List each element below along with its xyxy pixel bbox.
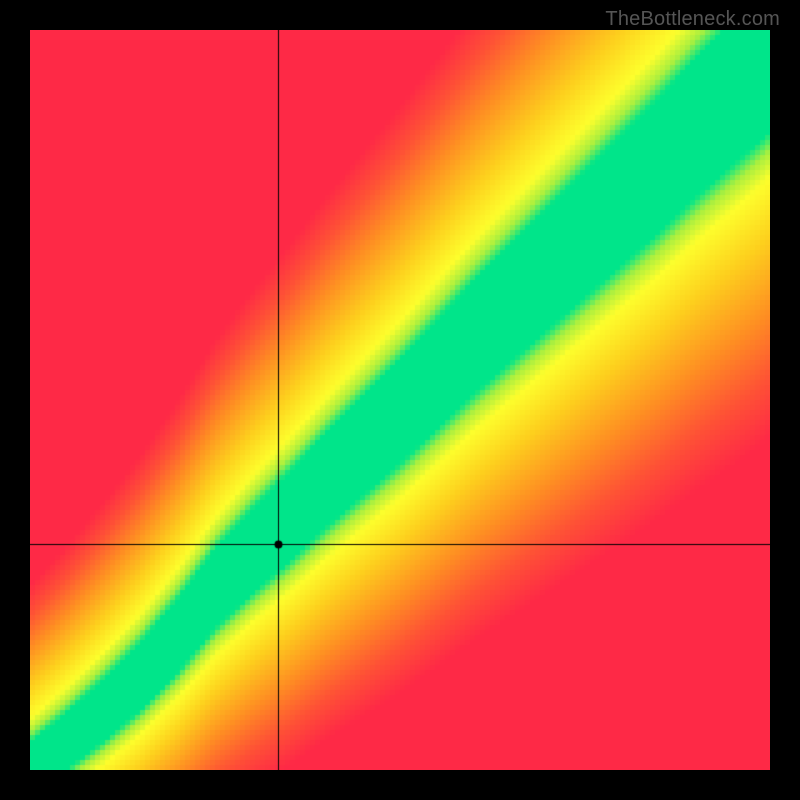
chart-container: TheBottleneck.com: [0, 0, 800, 800]
heatmap-canvas: [30, 30, 770, 770]
plot-area: [30, 30, 770, 770]
watermark-text: TheBottleneck.com: [605, 8, 780, 31]
